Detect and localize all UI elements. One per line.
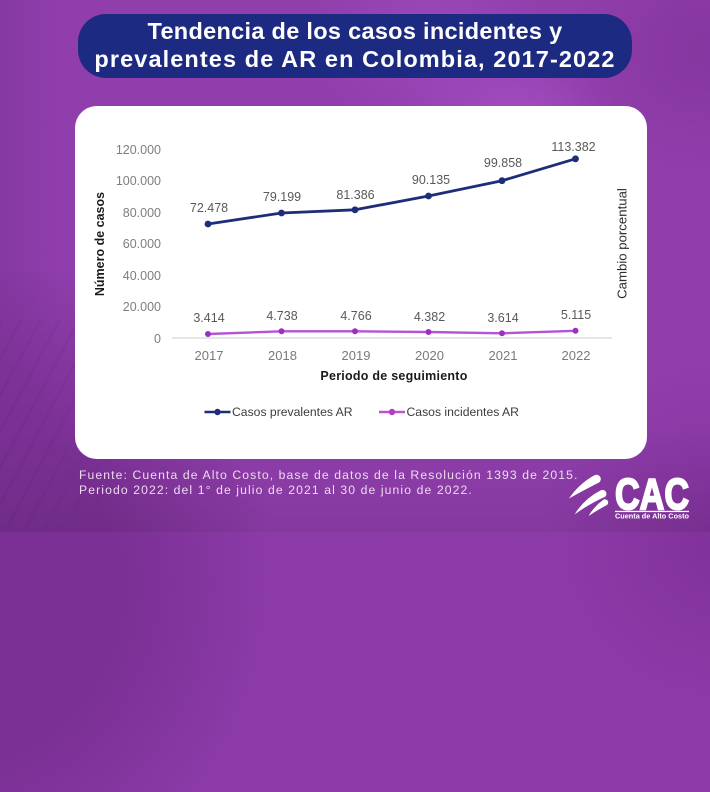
svg-text:Cuenta de Alto Costo: Cuenta de Alto Costo — [615, 512, 690, 521]
